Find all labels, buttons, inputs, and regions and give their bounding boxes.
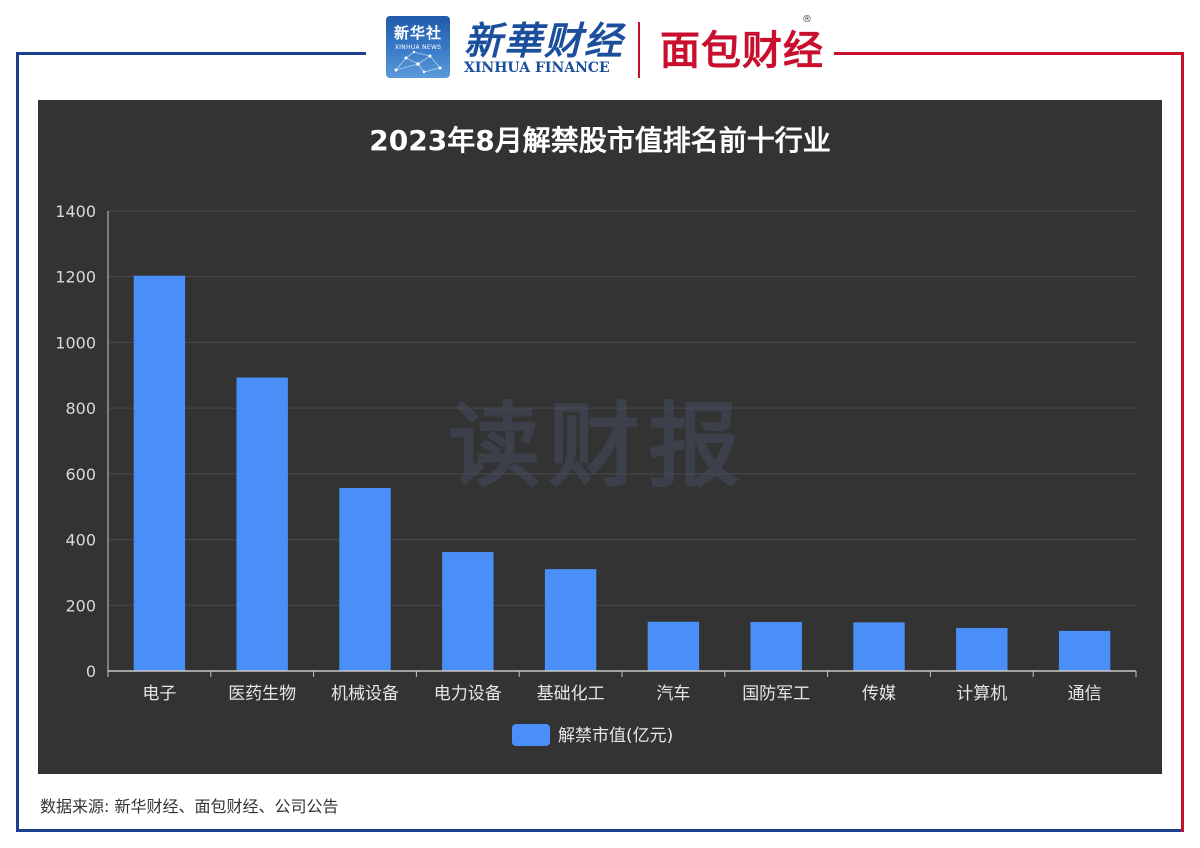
bar-2[interactable] xyxy=(339,487,391,671)
y-axis-ticks: 0 200 400 600 800 1000 1200 1400 xyxy=(55,202,96,681)
frame-top-right xyxy=(834,52,1184,55)
x-tick-label: 汽车 xyxy=(656,684,690,704)
bar-4[interactable] xyxy=(544,569,597,671)
y-tick-label: 800 xyxy=(65,399,96,418)
watermark: 读财报 xyxy=(448,393,748,500)
bar-5[interactable] xyxy=(647,621,700,671)
frame-top-left xyxy=(16,52,366,55)
x-axis-ticks: 电子 医药生物 机械设备 电力设备 基础化工 汽车 国防军工 传媒 计算机 通信 xyxy=(107,671,1137,704)
badge-subtext: XINHUA NEWS xyxy=(394,44,442,51)
bar-1[interactable] xyxy=(236,377,288,671)
x-tick-label: 机械设备 xyxy=(331,684,399,704)
x-tick-label: 传媒 xyxy=(862,684,896,704)
y-tick-label: 1400 xyxy=(55,202,96,221)
x-tick-label: 国防军工 xyxy=(742,684,810,704)
legend-label: 解禁市值(亿元) xyxy=(558,726,673,746)
x-tick-label: 医药生物 xyxy=(228,684,296,704)
bar-6[interactable] xyxy=(750,622,802,671)
legend[interactable]: 解禁市值(亿元) xyxy=(512,724,673,746)
x-tick-label: 电子 xyxy=(142,684,176,704)
x-tick-label: 电力设备 xyxy=(434,684,502,704)
header: 新华社 XINHUA NEWS 新華财经 XINHUA FINANCE 面包财经… xyxy=(0,0,1200,90)
logo-divider xyxy=(638,22,640,78)
bar-7[interactable] xyxy=(853,622,905,671)
source-note: 数据来源: 新华财经、面包财经、公司公告 xyxy=(40,797,339,816)
bars xyxy=(133,275,1111,671)
bar-0[interactable] xyxy=(133,275,186,671)
y-tick-label: 0 xyxy=(86,662,96,681)
bar-9[interactable] xyxy=(1058,630,1111,671)
bar-8[interactable] xyxy=(956,627,1008,671)
registered-mark: ® xyxy=(802,14,812,25)
xinhua-logo: 新华社 XINHUA NEWS xyxy=(386,16,450,78)
chart-panel: 读财报 2023年8月解禁股市值排名前十行业 0 200 400 600 800 1000… xyxy=(38,100,1162,774)
bar-chart: 读财报 2023年8月解禁股市值排名前十行业 0 200 400 600 800 1000… xyxy=(55,124,1137,746)
bar-3[interactable] xyxy=(442,552,494,671)
x-tick-label: 通信 xyxy=(1068,684,1102,704)
network-icon xyxy=(394,50,442,74)
y-tick-label: 1000 xyxy=(55,333,96,352)
badge-text: 新华社 xyxy=(393,24,442,42)
xinhua-finance-logo-cn: 新華财经 xyxy=(464,18,625,63)
xinhua-finance-logo-en: XINHUA FINANCE xyxy=(464,60,610,76)
frame-bottom xyxy=(16,829,1182,832)
legend-swatch xyxy=(512,724,550,746)
mianbao-finance-logo: 面包财经 xyxy=(660,28,824,74)
y-tick-label: 600 xyxy=(65,465,96,484)
y-tick-label: 400 xyxy=(65,531,96,550)
x-tick-label: 基础化工 xyxy=(537,684,605,704)
chart-title: 2023年8月解禁股市值排名前十行业 xyxy=(369,124,830,157)
y-tick-label: 200 xyxy=(65,596,96,615)
y-tick-label: 1200 xyxy=(55,268,96,287)
x-tick-label: 计算机 xyxy=(956,684,1007,704)
frame-left xyxy=(16,52,19,832)
frame-right xyxy=(1181,52,1184,832)
